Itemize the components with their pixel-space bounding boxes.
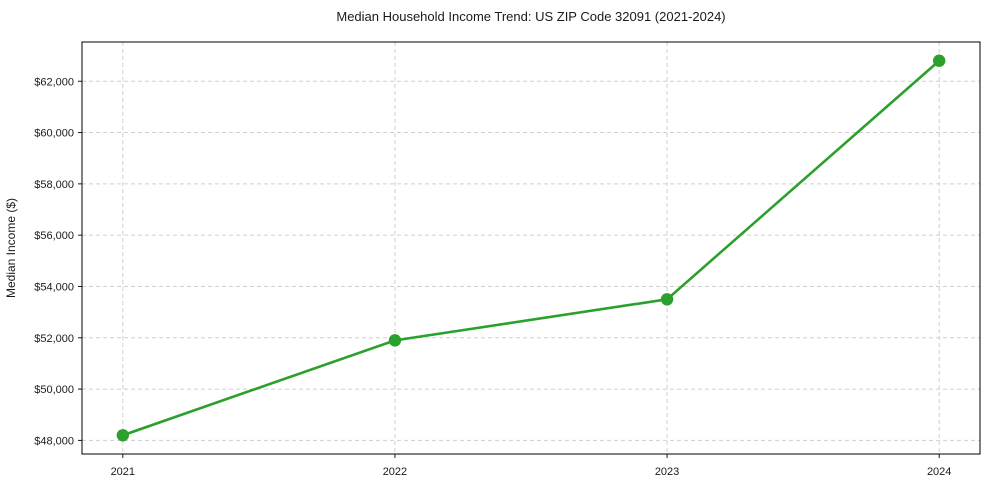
data-point-marker <box>932 54 946 67</box>
data-point-marker <box>660 293 674 306</box>
x-tick-label: 2021 <box>111 466 135 478</box>
axis-ticks <box>78 80 940 458</box>
y-tick-label: $60,000 <box>34 128 74 140</box>
y-tick-label: $52,000 <box>34 333 74 345</box>
y-tick-label: $56,000 <box>34 230 74 242</box>
x-tick-label: 2022 <box>383 466 407 478</box>
data-series <box>116 54 946 442</box>
x-tick-label: 2024 <box>927 466 951 478</box>
y-axis-label: Median Income ($) <box>4 198 18 298</box>
chart-title: Median Household Income Trend: US ZIP Co… <box>336 9 725 24</box>
data-point-marker <box>116 429 130 442</box>
tick-labels: $48,000 $50,000 $52,000 $54,000 $56,000 $58,0… <box>34 76 951 478</box>
plot-border <box>81 41 981 455</box>
y-tick-label: $50,000 <box>34 384 74 396</box>
data-point-marker <box>388 334 402 347</box>
y-tick-label: $62,000 <box>34 76 74 88</box>
y-tick-label: $58,000 <box>34 179 74 191</box>
trend-line <box>121 59 941 437</box>
y-tick-label: $54,000 <box>34 281 74 293</box>
x-tick-label: 2023 <box>655 466 679 478</box>
y-tick-label: $48,000 <box>34 435 74 447</box>
gridlines <box>82 42 980 454</box>
